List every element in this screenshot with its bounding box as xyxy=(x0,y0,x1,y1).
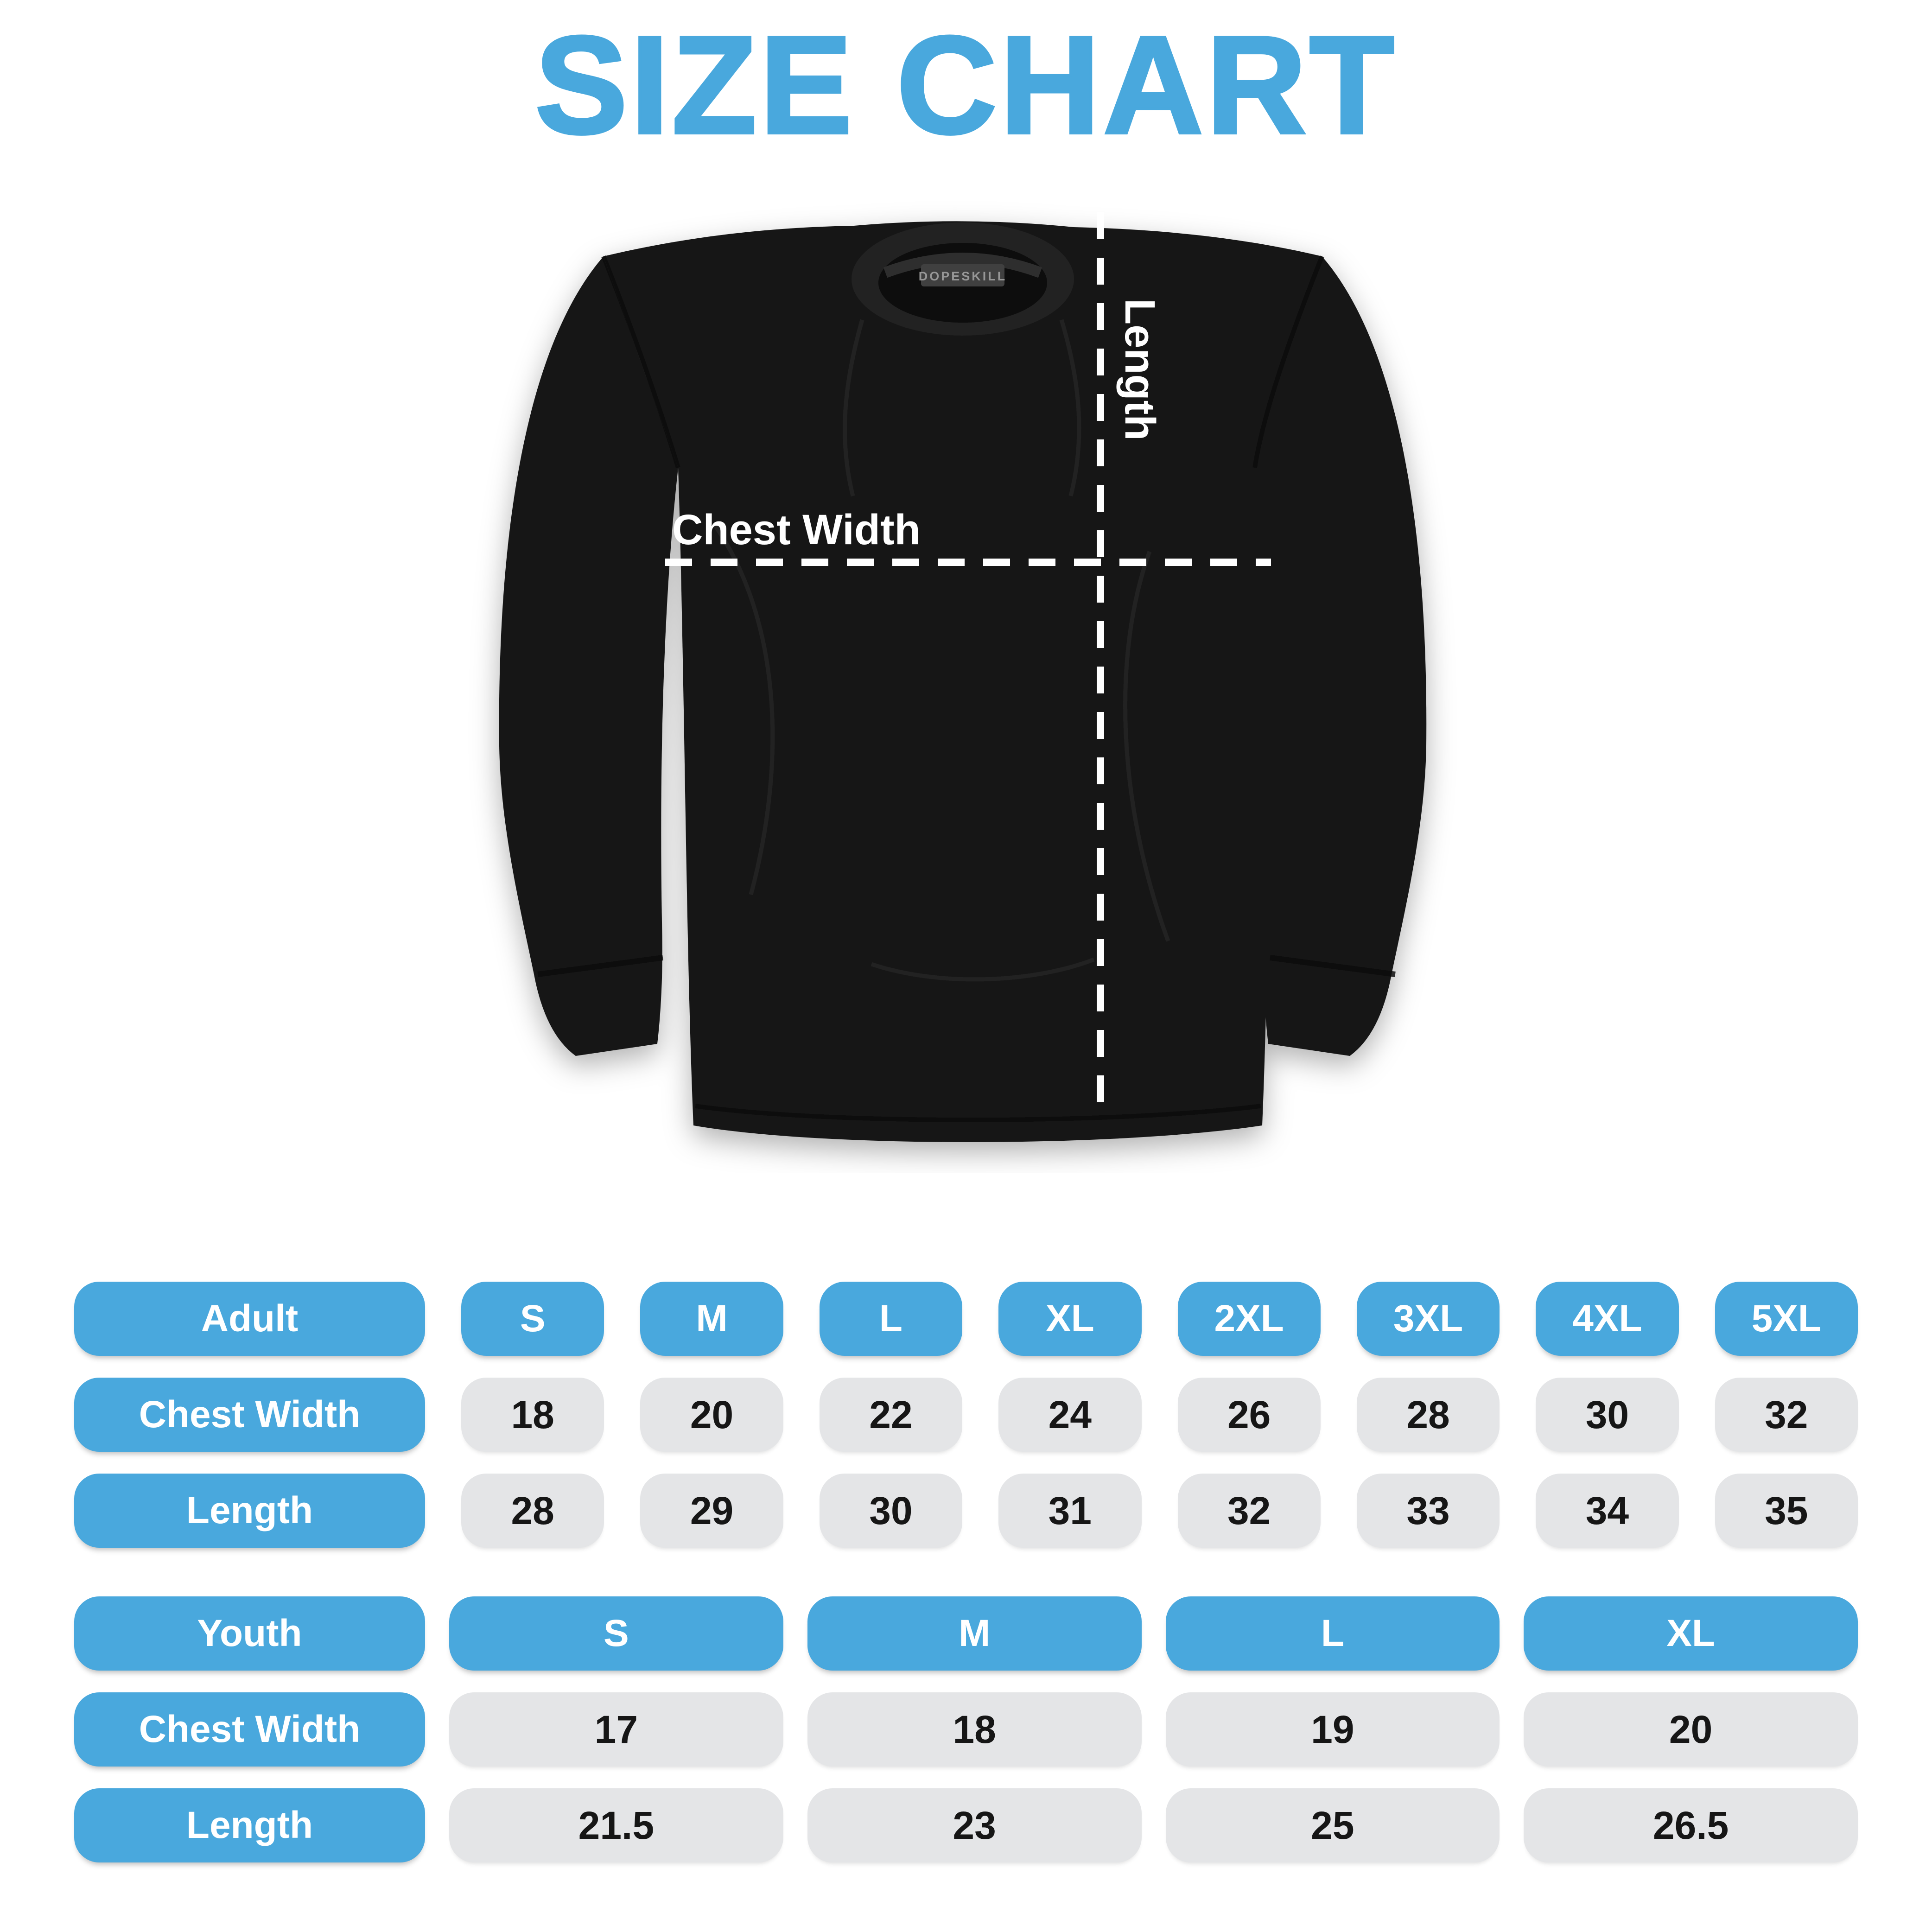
size-value-pill: 20 xyxy=(1524,1692,1858,1767)
size-header-pill: S xyxy=(449,1596,783,1671)
size-value-pill: 20 xyxy=(640,1378,783,1452)
size-group-pill: Youth xyxy=(74,1596,425,1671)
size-header-pill: L xyxy=(1165,1596,1500,1671)
size-value-pill: 32 xyxy=(1715,1378,1858,1452)
size-value-pill: 28 xyxy=(1356,1378,1500,1452)
measure-label-pill: Chest Width xyxy=(74,1692,425,1767)
left-cuff-seam xyxy=(537,955,663,977)
size-value-pill: 22 xyxy=(819,1378,963,1452)
hem-seam xyxy=(695,1104,1261,1122)
size-tables-section: Adult S M L XL 2XL 3XL 4XL 5XL Chest Width 18 20 22 2… xyxy=(74,1282,1858,1862)
left-armhole-seam xyxy=(601,255,680,469)
size-value-pill: 21.5 xyxy=(449,1788,783,1862)
size-value-pill: 35 xyxy=(1715,1474,1858,1548)
size-value-pill: 19 xyxy=(1165,1692,1500,1767)
size-value-pill: 30 xyxy=(819,1474,963,1548)
size-value-pill: 23 xyxy=(807,1788,1142,1862)
size-chart-title: SIZE CHART xyxy=(534,7,1397,163)
brand-tag-text: DOPESKILL xyxy=(919,269,1007,283)
size-value-pill: 17 xyxy=(449,1692,783,1767)
size-value-pill: 30 xyxy=(1536,1378,1679,1452)
size-header-pill: M xyxy=(807,1596,1142,1671)
size-header-pill: XL xyxy=(1524,1596,1858,1671)
shirt-body xyxy=(604,221,1322,1143)
measure-label-pill: Length xyxy=(74,1474,425,1548)
size-value-pill: 34 xyxy=(1536,1474,1679,1548)
size-value-pill: 26.5 xyxy=(1524,1788,1858,1862)
measure-label-pill: Chest Width xyxy=(74,1378,425,1452)
size-value-pill: 25 xyxy=(1165,1788,1500,1862)
adult-size-table: Adult S M L XL 2XL 3XL 4XL 5XL Chest Width 18 20 22 2… xyxy=(74,1282,1858,1548)
size-header-pill: XL xyxy=(998,1282,1142,1356)
size-value-pill: 32 xyxy=(1177,1474,1321,1548)
right-armhole-seam xyxy=(1252,255,1324,468)
size-value-pill: 18 xyxy=(461,1378,604,1452)
size-header-pill: S xyxy=(461,1282,604,1356)
wrinkle-line xyxy=(712,522,775,896)
wrinkle-line xyxy=(1059,319,1081,497)
wrinkle-line xyxy=(871,957,1095,982)
right-cuff-seam xyxy=(1270,955,1396,977)
shirt-left-sleeve xyxy=(499,256,678,1056)
shirt-graphic: DOPESKILL Chest Width Length xyxy=(499,212,1427,1143)
chest-width-label: Chest Width xyxy=(672,506,921,553)
collar-rib-highlight xyxy=(883,253,1042,278)
length-label: Length xyxy=(1116,299,1163,441)
size-header-pill: 5XL xyxy=(1715,1282,1858,1356)
size-value-pill: 31 xyxy=(998,1474,1142,1548)
brand-tag xyxy=(921,264,1004,286)
size-header-pill: 3XL xyxy=(1356,1282,1500,1356)
wrinkle-line xyxy=(843,319,864,497)
size-header-pill: 2XL xyxy=(1177,1282,1321,1356)
size-value-pill: 26 xyxy=(1177,1378,1321,1452)
size-header-pill: 4XL xyxy=(1536,1282,1679,1356)
size-value-pill: 24 xyxy=(998,1378,1142,1452)
size-header-pill: L xyxy=(819,1282,963,1356)
wrinkle-line xyxy=(1123,551,1170,942)
measure-label-pill: Length xyxy=(74,1788,425,1862)
shirt-image: DOPESKILL Chest Width Length xyxy=(454,199,1479,1173)
size-group-pill: Adult xyxy=(74,1282,425,1356)
size-header-pill: M xyxy=(640,1282,783,1356)
youth-size-table: Youth S M L XL Chest Width 17 18 19 20 Length 21.5 2… xyxy=(74,1596,1858,1862)
size-value-pill: 18 xyxy=(807,1692,1142,1767)
size-value-pill: 33 xyxy=(1356,1474,1500,1548)
size-value-pill: 28 xyxy=(461,1474,604,1548)
shirt-right-sleeve xyxy=(1247,256,1427,1056)
size-value-pill: 29 xyxy=(640,1474,783,1548)
